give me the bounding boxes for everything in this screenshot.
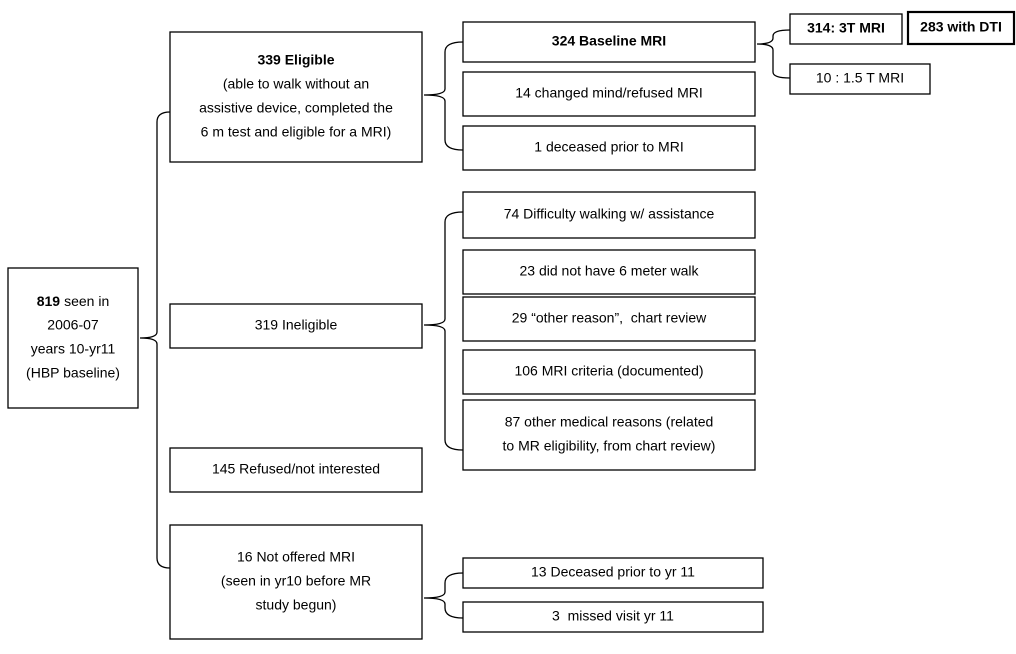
node-box	[789, 63, 931, 95]
node-box	[7, 267, 139, 409]
node-box	[789, 13, 903, 45]
node: 87 other medical reasons (related to MR e…	[462, 399, 756, 471]
node-line: seen in	[64, 293, 109, 309]
node: 106 MRI criteria (documented)	[462, 349, 756, 395]
node: 10 : 1.5 T MRI	[789, 63, 931, 95]
node-line: (able to walk without an	[223, 76, 369, 92]
node-box	[462, 557, 764, 589]
node-box	[462, 601, 764, 633]
node: 29 “other reason”, chart review	[462, 296, 756, 342]
node-line: 3 missed visit yr 11	[552, 608, 674, 624]
node-box	[462, 349, 756, 395]
bracket	[756, 29, 791, 79]
node: 339 Eligible (able to walk without an assi…	[169, 31, 423, 163]
node-line: 14 changed mind/refused MRI	[515, 85, 703, 101]
node: 819 seen in 2006-07 years 10-yr11 (HBP basel…	[7, 267, 139, 409]
node-title: 339 Eligible	[257, 52, 334, 68]
node-line: 16 Not offered MRI	[237, 549, 355, 565]
node-line: 74 Difficulty walking w/ assistance	[504, 206, 715, 222]
node-box	[462, 125, 756, 171]
node: 319 Ineligible	[169, 303, 423, 349]
bracket	[423, 572, 464, 619]
node-box	[169, 524, 423, 640]
node-line: years 10-yr11	[31, 341, 116, 357]
node-line: 87 other medical reasons (related	[505, 414, 714, 430]
bracket	[423, 41, 464, 151]
node-line: 106 MRI criteria (documented)	[514, 363, 703, 379]
node: 13 Deceased prior to yr 11	[462, 557, 764, 589]
node: 314: 3T MRI	[789, 13, 903, 45]
node-line: 1 deceased prior to MRI	[534, 139, 683, 155]
node-line: 6 m test and eligible for a MRI)	[201, 124, 392, 140]
node-line: (seen in yr10 before MR	[221, 573, 371, 589]
node-line: 23 did not have 6 meter walk	[520, 263, 700, 279]
node-line: 10 : 1.5 T MRI	[816, 70, 904, 86]
node-box	[169, 303, 423, 349]
node: 324 Baseline MRI	[462, 21, 756, 63]
node-box	[169, 447, 423, 493]
node-line: 2006-07	[47, 317, 99, 333]
node: 23 did not have 6 meter walk	[462, 249, 756, 295]
node-line: 29 “other reason”, chart review	[512, 310, 707, 326]
node-box	[169, 31, 423, 163]
node-box	[906, 10, 1016, 46]
node: 74 Difficulty walking w/ assistance	[462, 191, 756, 239]
node-box	[462, 249, 756, 295]
bracket	[139, 111, 171, 569]
node-line: (HBP baseline)	[26, 365, 120, 381]
bracket	[423, 211, 464, 451]
node-line: 13 Deceased prior to yr 11	[531, 564, 695, 580]
node: 14 changed mind/refused MRI	[462, 71, 756, 117]
node-box	[462, 21, 756, 63]
node: 3 missed visit yr 11	[462, 601, 764, 633]
node-box	[462, 191, 756, 239]
node-text: 819 seen in	[37, 293, 110, 309]
node: 1 deceased prior to MRI	[462, 125, 756, 171]
node-title: 283 with DTI	[920, 19, 1002, 35]
count: 819	[37, 293, 61, 309]
node-box	[462, 399, 756, 471]
node-title: 324 Baseline MRI	[552, 33, 666, 49]
node: 145 Refused/not interested	[169, 447, 423, 493]
node-box	[462, 71, 756, 117]
node-line: 145 Refused/not interested	[212, 461, 380, 477]
node: 283 with DTI	[906, 10, 1016, 46]
node-line: study begun)	[256, 597, 337, 613]
node-line: 319 Ineligible	[255, 317, 338, 333]
node-line: to MR eligibility, from chart review)	[503, 438, 716, 454]
node: 16 Not offered MRI (seen in yr10 before M…	[169, 524, 423, 640]
node-box	[462, 296, 756, 342]
node-line: assistive device, completed the	[199, 100, 393, 116]
node-title: 314: 3T MRI	[807, 20, 885, 36]
